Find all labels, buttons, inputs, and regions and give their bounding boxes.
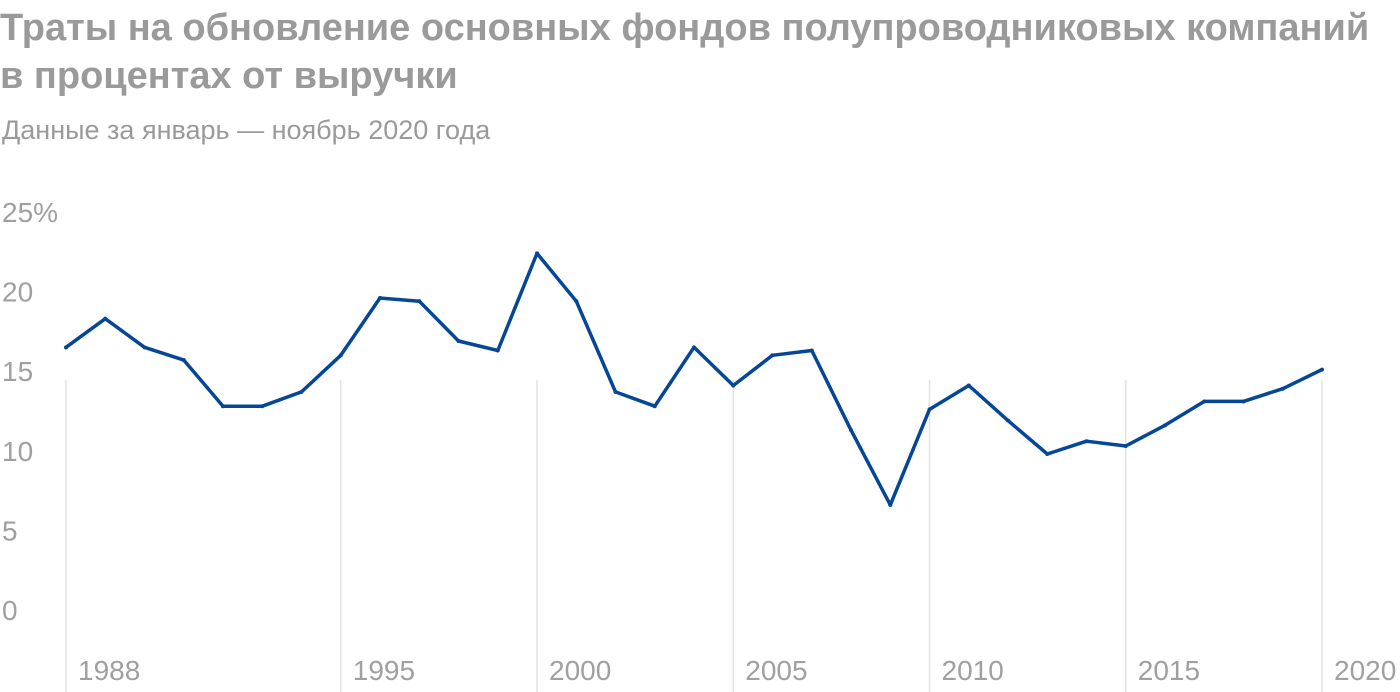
data-point-2009 [888, 502, 893, 507]
data-point-2004 [692, 345, 696, 350]
data-point-2013 [1045, 451, 1050, 456]
data-point-1993 [260, 404, 265, 409]
data-point-1990 [142, 345, 147, 350]
gridlines [65, 380, 1323, 692]
data-point-2018 [1241, 399, 1246, 404]
data-point-2003 [652, 404, 657, 409]
y-tick-label: 20 [2, 277, 33, 308]
chart-title: Траты на обновление основных фондов полу… [0, 7, 1370, 97]
series-group [64, 251, 1324, 507]
data-point-2008 [849, 428, 853, 433]
x-tick-label: 2000 [549, 655, 611, 686]
x-tick-label: 2020 [1334, 655, 1396, 686]
series-line [64, 251, 1324, 507]
data-point-2012 [1006, 418, 1010, 423]
data-point-2000 [535, 251, 539, 256]
data-point-1995 [338, 353, 343, 358]
data-point-2019 [1280, 386, 1285, 391]
data-point-1994 [299, 389, 304, 394]
chart-subtitle: Данные за январь — ноябрь 2020 года [2, 115, 491, 145]
data-point-2005 [731, 383, 736, 388]
data-point-2020 [1320, 367, 1324, 372]
y-axis: 0 5 10 15 20 25% [2, 197, 58, 626]
data-point-1997 [417, 299, 422, 304]
data-point-2014 [1084, 439, 1089, 444]
x-tick-label: 2010 [942, 655, 1004, 686]
data-point-1988 [64, 345, 68, 350]
data-point-2011 [966, 383, 971, 388]
data-point-2016 [1163, 423, 1167, 428]
data-point-1998 [456, 338, 461, 343]
y-tick-label: 5 [2, 515, 18, 546]
data-point-2001 [574, 299, 579, 304]
data-point-2015 [1123, 444, 1128, 449]
x-tick-label: 2005 [745, 655, 807, 686]
y-tick-label: 15 [2, 356, 33, 387]
x-tick-label: 2015 [1138, 655, 1200, 686]
data-point-2017 [1202, 399, 1207, 404]
data-point-1996 [378, 295, 382, 300]
x-tick-label: 1995 [353, 655, 415, 686]
x-tick-label: 1988 [78, 655, 140, 686]
data-point-2006 [770, 353, 775, 358]
y-tick-label: 25% [2, 197, 58, 228]
x-axis: 1988 1995 2000 2005 2010 2015 2020 [78, 655, 1396, 686]
data-point-1991 [181, 358, 186, 363]
y-tick-label: 10 [2, 436, 33, 467]
data-point-1992 [221, 404, 225, 409]
data-point-2007 [809, 348, 814, 353]
data-point-2002 [613, 389, 618, 394]
y-tick-label: 0 [2, 595, 18, 626]
data-point-2010 [927, 407, 932, 412]
data-point-1999 [495, 348, 500, 353]
data-point-1989 [103, 316, 108, 321]
